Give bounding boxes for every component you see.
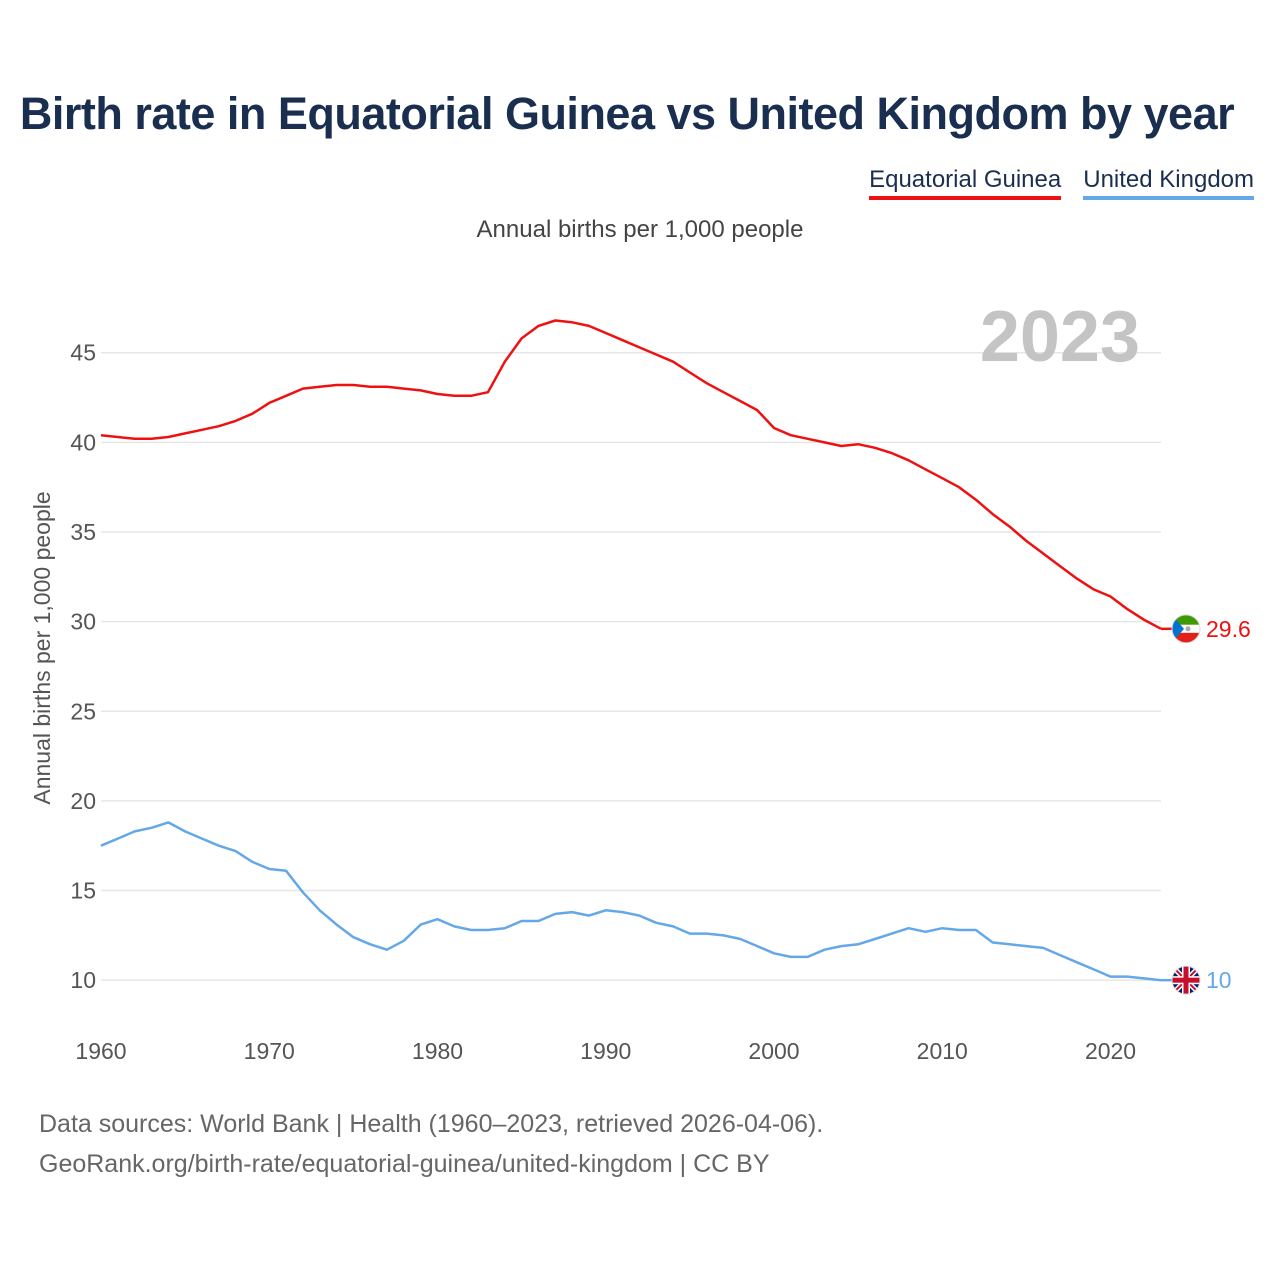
y-tick-15: 15 bbox=[70, 878, 96, 904]
y-tick-25: 25 bbox=[70, 698, 96, 724]
legend-item-equatorial-guinea[interactable]: Equatorial Guinea bbox=[869, 166, 1062, 200]
y-tick-10: 10 bbox=[70, 967, 96, 993]
x-tick-2020: 2020 bbox=[1085, 1038, 1136, 1064]
y-tick-30: 30 bbox=[70, 609, 96, 635]
end-markers: 29.6 10 bbox=[1161, 614, 1251, 995]
grid-lines bbox=[101, 351, 1161, 981]
end-label-equatorial-guinea: 29.6 bbox=[1206, 616, 1251, 642]
legend: Equatorial Guinea United Kingdom bbox=[869, 166, 1254, 200]
y-tick-20: 20 bbox=[70, 788, 96, 814]
year-label: 2023 bbox=[980, 297, 1140, 377]
y-axis-ticks: 10 15 20 25 30 35 40 45 bbox=[70, 340, 96, 993]
x-tick-1960: 1960 bbox=[75, 1038, 126, 1064]
series-lines bbox=[100, 319, 1162, 982]
x-axis-ticks: 1960 1970 1980 1990 2000 2010 2020 bbox=[75, 1038, 1136, 1064]
series-line-united-kingdom bbox=[100, 821, 1162, 982]
end-label-united-kingdom: 10 bbox=[1206, 967, 1232, 993]
series-line-equatorial-guinea bbox=[100, 319, 1162, 630]
x-tick-1970: 1970 bbox=[244, 1038, 295, 1064]
y-tick-40: 40 bbox=[70, 429, 96, 455]
y-tick-35: 35 bbox=[70, 519, 96, 545]
x-tick-2010: 2010 bbox=[917, 1038, 968, 1064]
legend-item-united-kingdom[interactable]: United Kingdom bbox=[1083, 166, 1254, 200]
x-tick-2000: 2000 bbox=[748, 1038, 799, 1064]
y-tick-45: 45 bbox=[70, 340, 96, 366]
flag-icon-united-kingdom bbox=[1171, 965, 1201, 995]
chart-subtitle: Annual births per 1,000 people bbox=[476, 216, 804, 243]
source-text: Data sources: World Bank | Health (1960–… bbox=[39, 1110, 824, 1138]
x-tick-1990: 1990 bbox=[580, 1038, 631, 1064]
attribution-text: GeoRank.org/birth-rate/equatorial-guinea… bbox=[39, 1150, 770, 1178]
x-tick-1980: 1980 bbox=[412, 1038, 463, 1064]
chart-title: Birth rate in Equatorial Guinea vs Unite… bbox=[19, 88, 1235, 139]
y-axis-label: Annual births per 1,000 people bbox=[29, 491, 55, 804]
flag-icon-equatorial-guinea bbox=[1171, 614, 1201, 644]
footer: Data sources: World Bank | Health (1960–… bbox=[39, 1104, 823, 1184]
